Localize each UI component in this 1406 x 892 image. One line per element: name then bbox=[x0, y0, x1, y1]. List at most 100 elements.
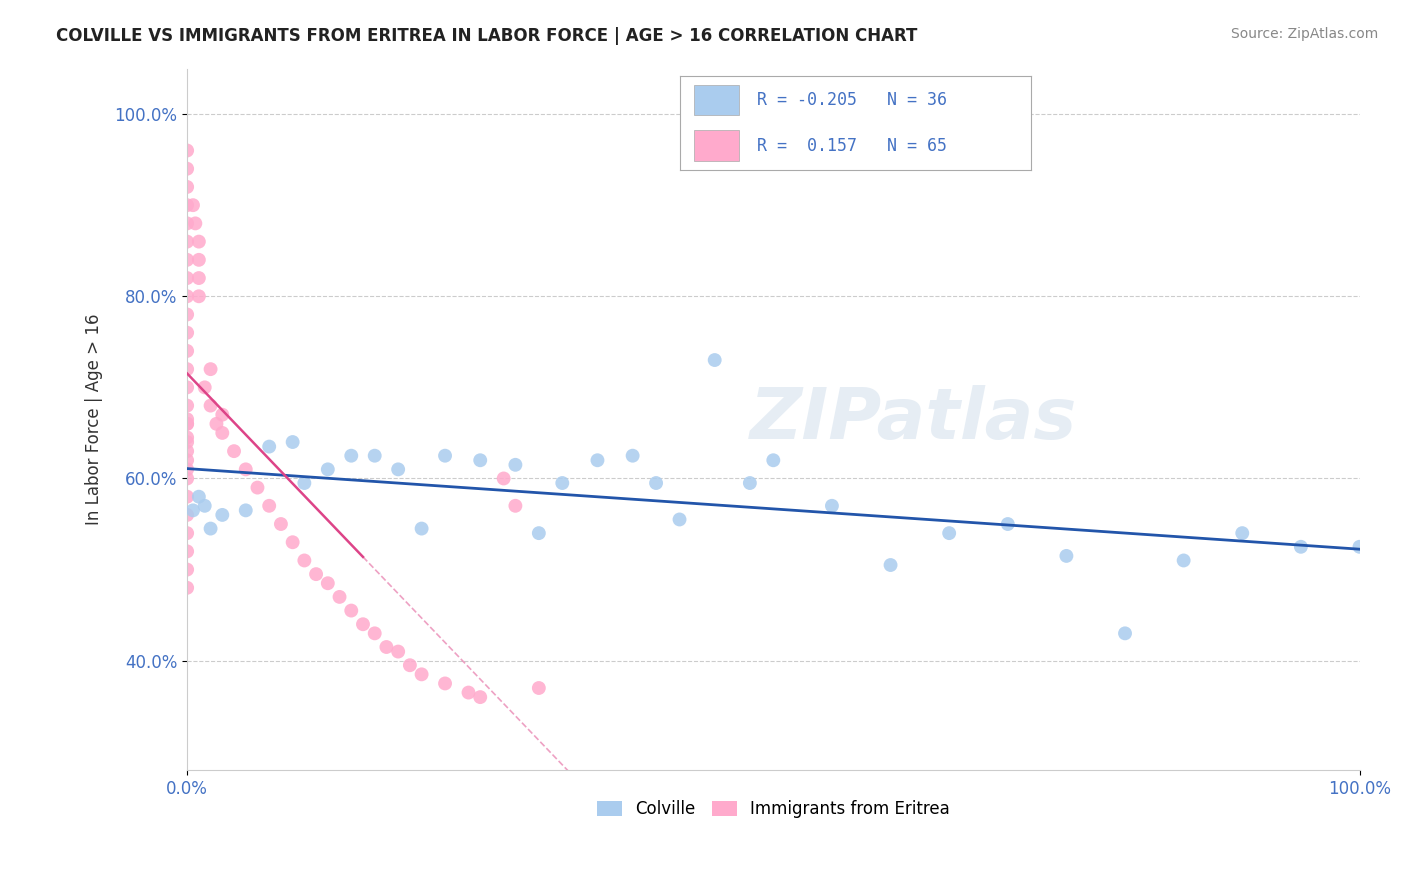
Point bbox=[176, 289, 198, 303]
Point bbox=[200, 522, 222, 536]
Point bbox=[176, 412, 198, 426]
Point bbox=[645, 476, 668, 491]
Point bbox=[176, 508, 198, 522]
Point bbox=[305, 567, 328, 582]
Text: Source: ZipAtlas.com: Source: ZipAtlas.com bbox=[1230, 27, 1378, 41]
Point bbox=[176, 430, 198, 444]
Point bbox=[176, 417, 198, 431]
Point bbox=[292, 553, 315, 567]
Point bbox=[176, 453, 198, 467]
Point bbox=[387, 644, 409, 658]
Point bbox=[270, 516, 292, 531]
Point bbox=[176, 144, 198, 158]
Point bbox=[176, 271, 198, 285]
Point bbox=[879, 558, 901, 572]
Point bbox=[738, 476, 761, 491]
Point bbox=[187, 235, 209, 249]
Point bbox=[316, 576, 339, 591]
Point bbox=[176, 435, 198, 450]
Point bbox=[399, 658, 422, 673]
Point bbox=[176, 417, 198, 431]
Point bbox=[492, 471, 515, 485]
Y-axis label: In Labor Force | Age > 16: In Labor Force | Age > 16 bbox=[86, 313, 103, 525]
Point bbox=[176, 235, 198, 249]
Point bbox=[235, 503, 257, 517]
Point bbox=[340, 449, 363, 463]
Point bbox=[176, 581, 198, 595]
Point bbox=[181, 503, 204, 517]
Point bbox=[211, 508, 233, 522]
Point bbox=[176, 362, 198, 376]
Point bbox=[176, 216, 198, 230]
Point bbox=[200, 362, 222, 376]
Point bbox=[176, 399, 198, 413]
Point bbox=[375, 640, 398, 654]
Point bbox=[176, 308, 198, 322]
Point bbox=[434, 676, 457, 690]
Point bbox=[470, 453, 492, 467]
Point bbox=[1289, 540, 1312, 554]
Point bbox=[281, 435, 304, 450]
Point bbox=[316, 462, 339, 476]
Point bbox=[457, 685, 479, 699]
Legend: Colville, Immigrants from Eritrea: Colville, Immigrants from Eritrea bbox=[591, 794, 956, 825]
Point bbox=[821, 499, 844, 513]
Point bbox=[222, 444, 245, 458]
Point bbox=[586, 453, 609, 467]
Point bbox=[187, 252, 209, 267]
Point bbox=[281, 535, 304, 549]
Point bbox=[762, 453, 785, 467]
Point bbox=[181, 198, 204, 212]
Point bbox=[176, 526, 198, 541]
Point bbox=[194, 380, 217, 394]
Point bbox=[364, 449, 387, 463]
Point bbox=[470, 690, 492, 705]
Point bbox=[194, 499, 217, 513]
Point bbox=[176, 563, 198, 577]
Point bbox=[621, 449, 644, 463]
Point bbox=[505, 499, 527, 513]
Point bbox=[1232, 526, 1254, 541]
Point bbox=[257, 440, 280, 454]
Point bbox=[364, 626, 387, 640]
Point bbox=[176, 180, 198, 194]
Point bbox=[187, 289, 209, 303]
Point bbox=[527, 681, 550, 695]
Point bbox=[411, 522, 433, 536]
Point bbox=[176, 471, 198, 485]
Point bbox=[938, 526, 960, 541]
Point bbox=[505, 458, 527, 472]
Point bbox=[176, 326, 198, 340]
Point bbox=[668, 512, 690, 526]
Point bbox=[292, 476, 315, 491]
Point bbox=[387, 462, 409, 476]
Point bbox=[246, 481, 269, 495]
Point bbox=[1054, 549, 1077, 563]
Text: ZIPatlas: ZIPatlas bbox=[751, 384, 1077, 454]
Point bbox=[1114, 626, 1136, 640]
Point bbox=[434, 449, 457, 463]
Point bbox=[703, 353, 725, 368]
Point bbox=[211, 408, 233, 422]
Point bbox=[997, 516, 1019, 531]
Point bbox=[176, 198, 198, 212]
Point bbox=[176, 380, 198, 394]
Point bbox=[200, 399, 222, 413]
Point bbox=[176, 343, 198, 358]
Point bbox=[235, 462, 257, 476]
Point bbox=[176, 462, 198, 476]
Point bbox=[176, 544, 198, 558]
Text: COLVILLE VS IMMIGRANTS FROM ERITREA IN LABOR FORCE | AGE > 16 CORRELATION CHART: COLVILLE VS IMMIGRANTS FROM ERITREA IN L… bbox=[56, 27, 918, 45]
Point bbox=[176, 161, 198, 176]
Point bbox=[187, 490, 209, 504]
Point bbox=[187, 271, 209, 285]
Point bbox=[1173, 553, 1195, 567]
Point bbox=[211, 425, 233, 440]
Point bbox=[176, 490, 198, 504]
Point bbox=[257, 499, 280, 513]
Point bbox=[328, 590, 350, 604]
Point bbox=[184, 216, 207, 230]
Point bbox=[176, 252, 198, 267]
Point bbox=[352, 617, 374, 632]
Point bbox=[527, 526, 550, 541]
